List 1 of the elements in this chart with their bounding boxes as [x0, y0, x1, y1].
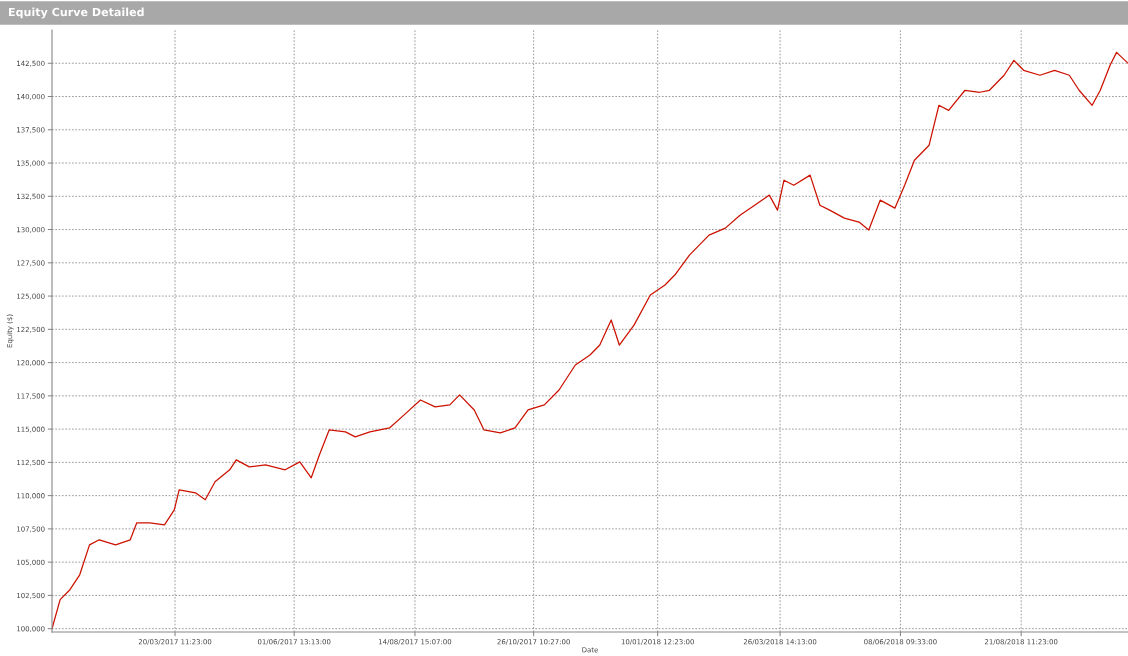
chart-title: Equity Curve Detailed	[9, 7, 144, 19]
